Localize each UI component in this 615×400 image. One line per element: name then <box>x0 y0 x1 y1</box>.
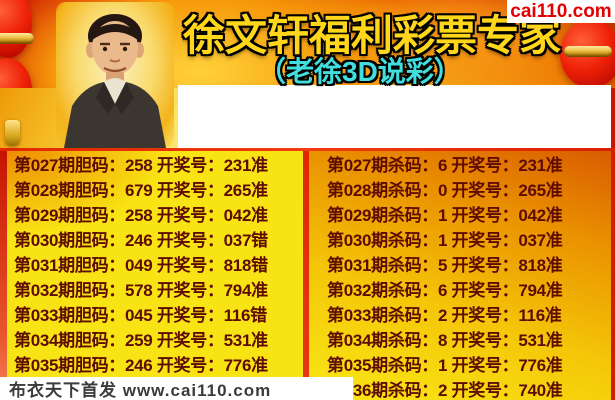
prediction-row: 第032期胆码：578 开奖号：794准 <box>14 281 268 300</box>
page-subtitle: （老徐3D说彩） <box>258 56 462 87</box>
prediction-row: 第031期胆码：049 开奖号：818错 <box>14 256 268 275</box>
prediction-row: 第034期胆码：259 开奖号：531准 <box>14 331 268 350</box>
person-portrait-icon <box>64 14 166 148</box>
prediction-row: 第027期杀码：6 开奖号：231准 <box>327 156 563 175</box>
shama-column: 第027期杀码：6 开奖号：231准 第028期杀码：0 开奖号：265准 第029… <box>309 151 611 400</box>
prediction-row: 第035期杀码：1 开奖号：776准 <box>327 356 563 375</box>
prediction-row: 第028期胆码：679 开奖号：265准 <box>14 181 268 200</box>
lantern-icon <box>0 0 34 58</box>
table-right-border <box>611 151 615 400</box>
prediction-row: 第029期杀码：1 开奖号：042准 <box>327 206 563 225</box>
prediction-row: 第035期胆码：246 开奖号：776准 <box>14 356 268 375</box>
blank-content-box <box>178 85 611 148</box>
prediction-row: 第036期杀码：2 开奖号：740准 <box>327 381 563 400</box>
table-top-border <box>0 148 615 151</box>
prediction-row: 第030期胆码：246 开奖号：037错 <box>14 231 268 250</box>
tassel-icon <box>5 120 20 146</box>
prediction-row: 第032期杀码：6 开奖号：794准 <box>327 281 563 300</box>
prediction-row: 第033期杀码：2 开奖号：116准 <box>327 306 562 325</box>
table-left-border <box>0 151 7 377</box>
expert-photo <box>56 2 174 148</box>
prediction-row: 第028期杀码：0 开奖号：265准 <box>327 181 563 200</box>
site-url-badge[interactable]: cai110.com <box>507 0 615 23</box>
column-divider <box>303 151 309 400</box>
prediction-row: 第031期杀码：5 开奖号：818准 <box>327 256 563 275</box>
prediction-row: 第029期胆码：258 开奖号：042准 <box>14 206 268 225</box>
lantern-icon <box>560 20 615 88</box>
prediction-row: 第027期胆码：258 开奖号：231准 <box>14 156 268 175</box>
prediction-row: 第030期杀码：1 开奖号：037准 <box>327 231 563 250</box>
danma-column: 第027期胆码：258 开奖号：231准 第028期胆码：679 开奖号：265准… <box>7 151 303 400</box>
footer-source-link[interactable]: 布衣天下首发 www.cai110.com <box>0 377 353 400</box>
prediction-row: 第033期胆码：045 开奖号：116错 <box>14 306 267 325</box>
prediction-row: 第034期杀码：8 开奖号：531准 <box>327 331 563 350</box>
